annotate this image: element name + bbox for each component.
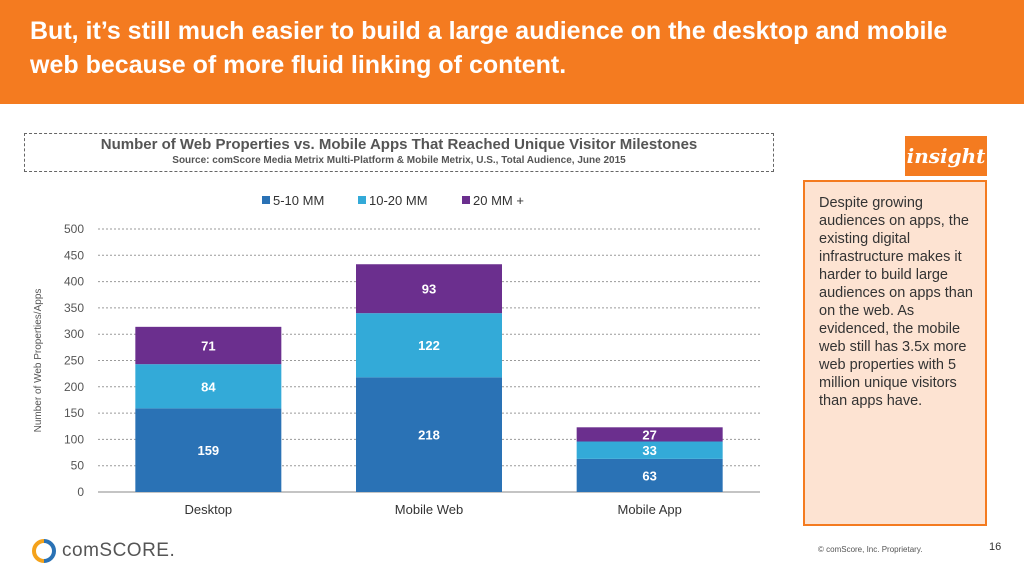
data-label: 71 — [201, 339, 215, 354]
legend-label: 5-10 MM — [273, 193, 324, 208]
bar-segment — [135, 326, 282, 365]
bar-segment — [135, 408, 282, 492]
data-label: 93 — [422, 282, 436, 297]
y-tick-label: 500 — [64, 222, 84, 236]
chart-title-box: Number of Web Properties vs. Mobile Apps… — [24, 133, 774, 172]
legend-swatch — [462, 196, 470, 204]
legend-swatch — [358, 196, 366, 204]
slide-title: But, it’s still much easier to build a l… — [30, 17, 948, 79]
y-tick-label: 200 — [64, 380, 84, 394]
data-label: 159 — [197, 443, 219, 458]
comscore-logo-icon — [32, 539, 56, 563]
logo-text: comSCORE. — [62, 540, 176, 561]
y-tick-label: 450 — [64, 248, 84, 262]
y-tick-label: 0 — [77, 485, 84, 499]
bar-segment — [135, 364, 282, 409]
bar-segment — [576, 458, 723, 492]
stacked-bar-chart: 0 50 100 150 200 250 300 350 400 450 500 Number of … — [33, 193, 760, 517]
bar-segment — [356, 264, 502, 314]
data-label: 63 — [642, 468, 656, 483]
bar-segment — [576, 441, 723, 459]
legend-label: 10-20 MM — [369, 193, 428, 208]
bar-segment — [356, 313, 502, 378]
y-tick-label: 250 — [64, 354, 84, 368]
x-tick-label: Mobile Web — [395, 502, 463, 517]
chart-title: Number of Web Properties vs. Mobile Apps… — [100, 136, 698, 153]
data-label: 122 — [418, 338, 440, 353]
y-axis-label: Number of Web Properties/Apps — [33, 289, 44, 433]
y-tick-label: 150 — [64, 406, 84, 420]
header-banner: But, it’s still much easier to build a l… — [0, 0, 1024, 104]
y-tick-label: 350 — [64, 301, 84, 315]
insight-box: Despite growing audiences on apps, the e… — [803, 180, 987, 526]
insight-tab: insight — [905, 136, 987, 176]
y-tick-label: 100 — [64, 432, 84, 446]
data-label: 84 — [201, 379, 216, 394]
x-tick-label: Desktop — [184, 502, 232, 517]
page-number: 16 — [989, 541, 1002, 553]
data-label: 218 — [418, 428, 440, 443]
bar-segment — [356, 377, 502, 492]
legend-label: 20 MM + — [473, 193, 524, 208]
bar-segment — [576, 427, 723, 442]
data-label: 33 — [642, 443, 656, 458]
y-tick-label: 400 — [64, 275, 84, 289]
copyright-text: © comScore, Inc. Proprietary. — [818, 545, 923, 554]
insight-text: Despite growing audiences on apps, the e… — [819, 195, 973, 409]
y-tick-label: 50 — [71, 459, 85, 473]
legend-swatch — [262, 196, 270, 204]
x-tick-label: Mobile App — [618, 502, 682, 517]
data-label: 27 — [642, 427, 656, 442]
y-tick-label: 300 — [64, 327, 84, 341]
chart-source: Source: comScore Media Metrix Multi-Plat… — [172, 155, 626, 166]
